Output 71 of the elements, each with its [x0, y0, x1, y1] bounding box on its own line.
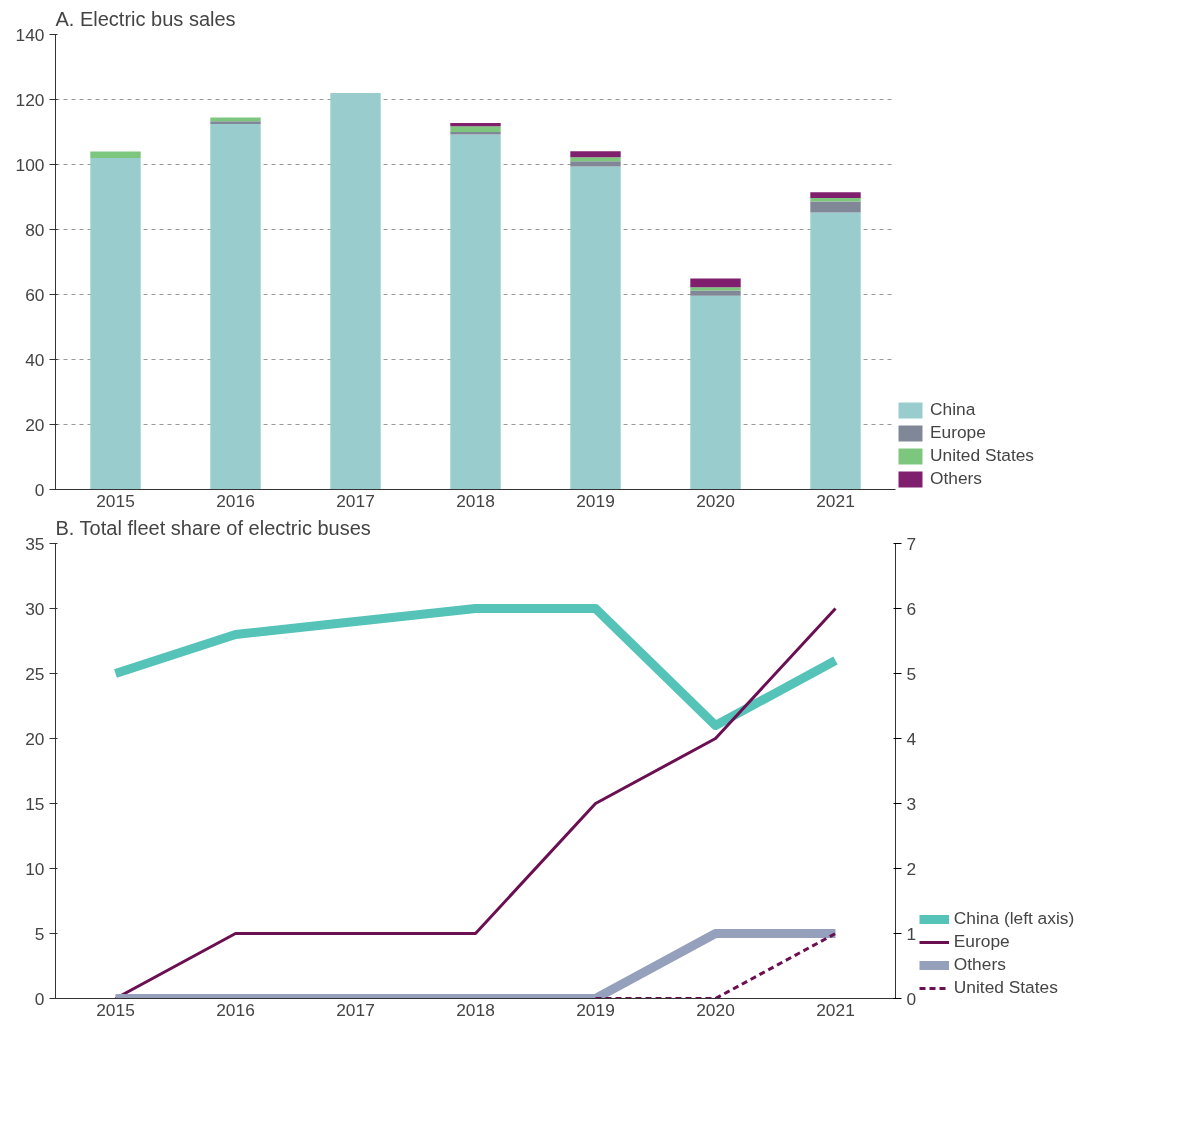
y-tick-label: 60 [25, 284, 45, 305]
bar [330, 93, 381, 490]
y2-tick-label: 7 [906, 533, 917, 554]
bar [810, 197, 861, 202]
bar [690, 290, 741, 296]
y-tick-label: 35 [25, 533, 45, 554]
y-tick-label: 140 [15, 24, 45, 45]
x-tick-label: 2016 [216, 999, 255, 1020]
bar [210, 121, 261, 124]
legend-label: China [930, 399, 976, 420]
bar [90, 158, 141, 490]
bar [690, 295, 741, 490]
bar [90, 151, 141, 158]
x-tick-label: 2021 [816, 999, 855, 1020]
y-tick-label: 120 [15, 89, 45, 110]
y2-tick-label: 6 [906, 598, 917, 619]
bar [690, 278, 741, 288]
bar [570, 151, 621, 158]
x-tick-label: 2021 [816, 490, 855, 511]
y-tick-label: 15 [25, 793, 45, 814]
y-tick-label: 100 [15, 154, 45, 175]
y2-tick-label: 3 [906, 793, 917, 814]
x-tick-label: 2020 [696, 490, 735, 511]
y2-tick-label: 2 [906, 858, 917, 879]
x-tick-label: 2017 [336, 999, 375, 1020]
legend-label: United States [930, 445, 1035, 466]
legend-label: Europe [930, 422, 986, 443]
bar [570, 161, 621, 167]
y-tick-label: 0 [34, 988, 45, 1009]
x-tick-label: 2019 [576, 490, 615, 511]
y-tick-label: 0 [34, 479, 45, 500]
bar [450, 122, 501, 127]
chart-title: B. Total fleet share of electric buses [55, 516, 371, 539]
y-tick-label: 5 [34, 923, 45, 944]
bar [210, 117, 261, 122]
bar [570, 166, 621, 490]
bar [810, 192, 861, 198]
bar [450, 134, 501, 490]
bar [570, 157, 621, 162]
y-tick-label: 25 [25, 663, 45, 684]
y-tick-label: 10 [25, 858, 45, 879]
legend-label: China (left axis) [953, 908, 1075, 929]
bar [810, 201, 861, 213]
x-tick-label: 2017 [336, 490, 375, 511]
legend-label: Others [953, 954, 1006, 975]
y-tick-label: 30 [25, 598, 45, 619]
bar [690, 287, 741, 291]
x-tick-label: 2016 [216, 490, 255, 511]
y-tick-label: 40 [25, 349, 45, 370]
chart-title: A. Electric bus sales [55, 7, 236, 30]
x-tick-label: 2015 [96, 999, 135, 1020]
x-tick-label: 2015 [96, 490, 135, 511]
legend-label: Europe [953, 931, 1010, 952]
bar [210, 123, 261, 490]
x-tick-label: 2020 [696, 999, 735, 1020]
y-tick-label: 20 [25, 728, 45, 749]
y-tick-label: 20 [25, 414, 45, 435]
y2-tick-label: 1 [906, 923, 917, 944]
x-tick-label: 2018 [456, 490, 495, 511]
legend-label: United States [953, 977, 1058, 998]
y2-tick-label: 0 [906, 988, 917, 1009]
bar [810, 212, 861, 490]
x-tick-label: 2018 [456, 999, 495, 1020]
bar [450, 132, 501, 135]
y2-tick-label: 4 [906, 728, 917, 749]
y2-tick-label: 5 [906, 663, 917, 684]
x-tick-label: 2019 [576, 999, 615, 1020]
y-tick-label: 80 [25, 219, 45, 240]
bar [450, 126, 501, 132]
legend-label: Others [930, 468, 983, 489]
line-series [114, 607, 837, 999]
